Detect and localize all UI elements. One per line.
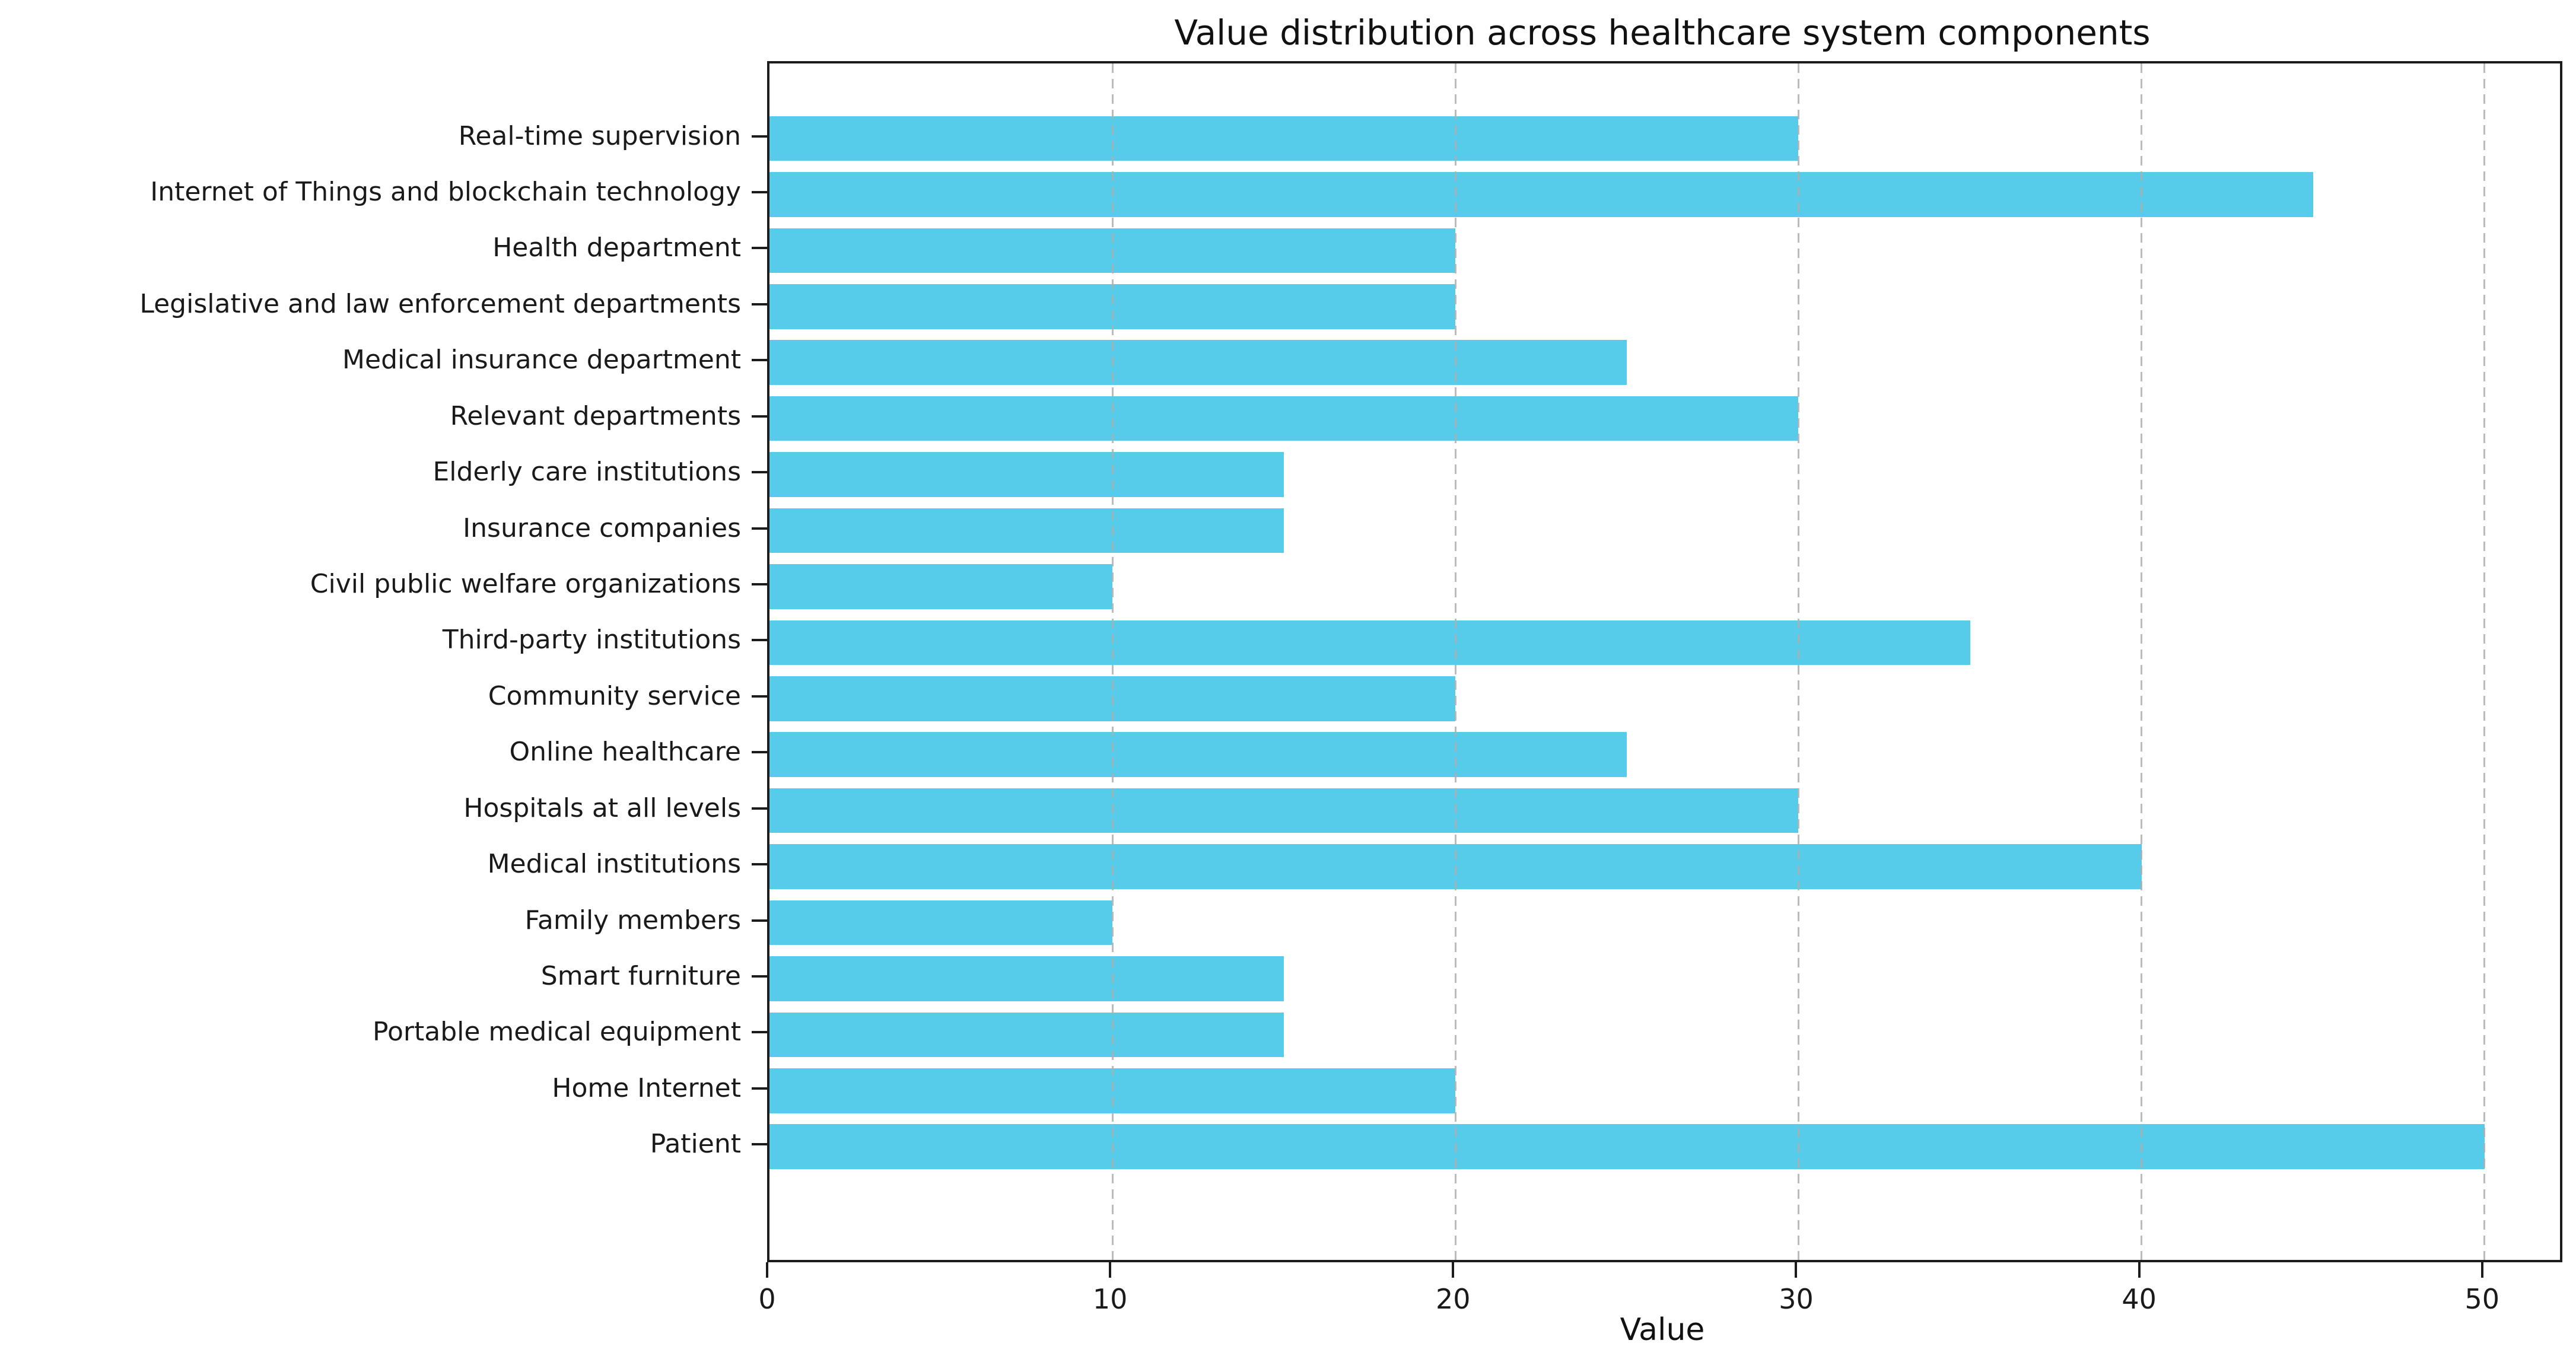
bar-relevant-departments [769,396,1799,441]
x-tick-mark [2138,1262,2141,1278]
y-tick-mark [752,695,767,698]
chart-title: Value distribution across healthcare sys… [1174,12,2151,53]
y-tick-label: Medical insurance department [342,345,741,375]
plot-area [767,61,2562,1262]
y-tick-mark [752,1087,767,1090]
y-tick-label: Online healthcare [509,737,741,768]
bar-medical-institutions [769,844,2142,889]
y-tick-mark [752,190,767,193]
y-tick-mark [752,1031,767,1034]
bar-portable-medical-equipment [769,1012,1284,1058]
y-tick-mark [752,751,767,754]
y-tick-label: Smart furniture [540,960,741,991]
x-tick-mark [2480,1262,2483,1278]
bar-internet-of-things-and-blockchain-technology [769,172,2313,217]
bar-patient [769,1124,2485,1169]
y-tick-mark [752,919,767,922]
y-tick-mark [752,135,767,138]
y-tick-mark [752,975,767,978]
bar-legislative-and-law-enforcement-departments [769,284,1456,329]
y-tick-label: Health department [492,233,741,263]
x-tick-label: 0 [758,1283,776,1315]
bar-real-time-supervision [769,116,1799,161]
y-tick-label: Internet of Things and blockchain techno… [150,176,741,207]
y-tick-mark [752,471,767,474]
bar-insurance-companies [769,508,1284,553]
y-tick-mark [752,863,767,866]
x-tick-label: 40 [2122,1283,2157,1315]
x-tick-mark [1109,1262,1112,1278]
y-tick-mark [752,247,767,250]
bar-home-internet [769,1068,1456,1113]
x-tick-label: 10 [1092,1283,1128,1315]
y-tick-label: Community service [488,680,741,711]
x-tick-mark [766,1262,768,1278]
bar-medical-insurance-department [769,340,1627,385]
bar-third-party-institutions [769,620,1970,666]
y-tick-mark [752,807,767,810]
y-tick-label: Civil public welfare organizations [310,568,741,599]
y-tick-label: Portable medical equipment [373,1017,741,1048]
bar-community-service [769,676,1456,721]
bar-civil-public-welfare-organizations [769,564,1113,609]
x-tick-label: 20 [1436,1283,1471,1315]
y-tick-mark [752,415,767,418]
x-tick-label: 50 [2464,1283,2500,1315]
y-tick-mark [752,303,767,305]
y-tick-mark [752,582,767,585]
y-tick-label: Legislative and law enforcement departme… [139,288,741,319]
bar-health-department [769,228,1456,273]
y-tick-label: Family members [524,905,741,935]
y-tick-label: Third-party institutions [442,625,741,655]
x-tick-mark [1452,1262,1455,1278]
y-tick-mark [752,359,767,362]
x-tick-mark [1795,1262,1798,1278]
bar-hospitals-at-all-levels [769,788,1799,833]
bar-online-healthcare [769,732,1627,777]
y-tick-mark [752,1143,767,1146]
y-tick-label: Real-time supervision [458,120,741,151]
y-tick-label: Elderly care institutions [432,457,741,488]
y-tick-label: Home Internet [552,1072,741,1103]
x-axis-title: Value [1620,1312,1705,1348]
y-tick-label: Medical institutions [487,849,741,880]
y-tick-label: Relevant departments [450,400,741,431]
y-tick-label: Patient [650,1129,741,1160]
bar-family-members [769,900,1113,946]
y-tick-label: Hospitals at all levels [463,792,741,823]
x-tick-label: 30 [1779,1283,1814,1315]
y-tick-mark [752,527,767,530]
bars-layer [769,63,2560,1260]
bar-elderly-care-institutions [769,452,1284,497]
y-tick-mark [752,639,767,642]
bar-smart-furniture [769,956,1284,1001]
y-tick-label: Insurance companies [463,513,741,543]
